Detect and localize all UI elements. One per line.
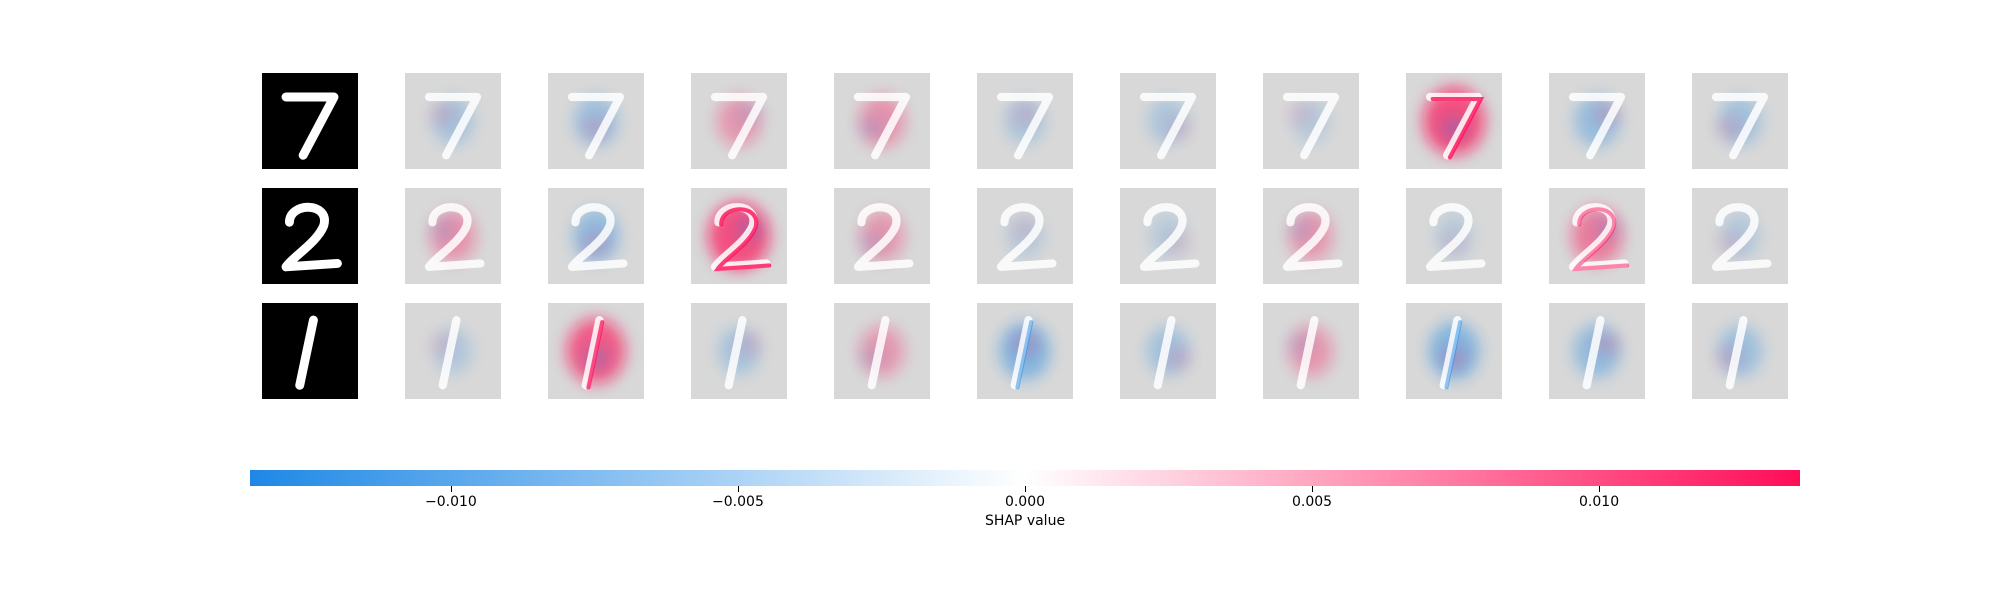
shap-map-panel [1549, 73, 1645, 169]
shap-map-panel [1692, 188, 1788, 284]
shap-image-grid [262, 73, 1788, 399]
colorbar-gradient [250, 470, 1800, 486]
colorbar [250, 470, 1800, 486]
shap-map-panel [691, 303, 787, 399]
input-digit-image [262, 303, 358, 399]
colorbar-tick-label: −0.005 [712, 494, 764, 510]
colorbar-tick-label: 0.005 [1291, 494, 1333, 510]
shap-map-panel [834, 188, 930, 284]
shap-map-panel [1549, 303, 1645, 399]
shap-map-panel [1263, 188, 1359, 284]
shap-map-panel [548, 73, 644, 169]
colorbar-tick [1312, 486, 1314, 492]
shap-map-panel [1406, 73, 1502, 169]
colorbar-tick-label: 0.010 [1579, 494, 1620, 510]
shap-map-panel [834, 73, 930, 169]
colorbar-tick-label: 0.000 [1004, 494, 1046, 510]
shap-map-panel [977, 188, 1073, 284]
shap-map-panel [1263, 73, 1359, 169]
shap-map-panel [1692, 303, 1788, 399]
shap-map-panel [405, 188, 501, 284]
shap-map-panel [405, 73, 501, 169]
input-digit-image [262, 73, 358, 169]
shap-map-panel [834, 303, 930, 399]
shap-map-panel [1120, 73, 1216, 169]
shap-map-panel [1692, 73, 1788, 169]
shap-map-panel [1120, 188, 1216, 284]
colorbar-tick [737, 486, 739, 492]
shap-map-panel [548, 188, 644, 284]
shap-map-panel [1120, 303, 1216, 399]
shap-map-panel [977, 303, 1073, 399]
colorbar-tick [1599, 486, 1601, 492]
colorbar-tick-label: −0.010 [425, 494, 477, 510]
shap-map-panel [405, 303, 501, 399]
input-digit-image [262, 188, 358, 284]
shap-map-panel [1406, 303, 1502, 399]
shap-map-panel [1549, 188, 1645, 284]
shap-map-panel [977, 73, 1073, 169]
shap-map-panel [548, 303, 644, 399]
shap-map-panel [1406, 188, 1502, 284]
colorbar-tick [1025, 486, 1026, 492]
shap-map-panel [691, 73, 787, 169]
colorbar-label: SHAP value [984, 513, 1066, 529]
shap-map-panel [1263, 303, 1359, 399]
shap-map-panel [691, 188, 787, 284]
colorbar-tick [450, 486, 452, 492]
